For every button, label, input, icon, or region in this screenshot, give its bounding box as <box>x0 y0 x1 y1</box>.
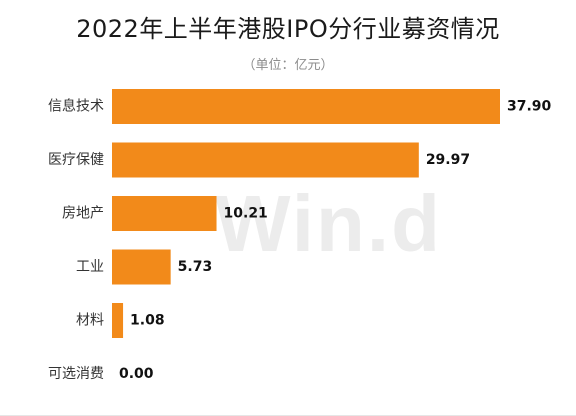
watermark-logo: Win.d <box>215 179 442 268</box>
category-label: 信息技术 <box>48 98 104 115</box>
bar <box>112 196 217 231</box>
value-label: 37.90 <box>507 99 552 115</box>
bar-group: 工业 5.73 <box>76 249 213 285</box>
chart-title: 2022年上半年港股IPO分行业募资情况 <box>76 15 500 43</box>
value-label: 10.21 <box>224 206 268 222</box>
value-label: 1.08 <box>130 313 165 329</box>
category-label: 可选消费 <box>48 366 104 382</box>
category-label: 工业 <box>76 259 104 275</box>
bar-group: 可选消费 0.00 <box>48 366 154 382</box>
value-label: 5.73 <box>178 259 213 275</box>
chart-subtitle: （单位：亿元） <box>242 58 334 73</box>
bar-group: 医疗保健 29.97 <box>48 142 470 178</box>
bar <box>112 89 500 124</box>
category-label: 医疗保健 <box>48 152 104 168</box>
bar-group: 信息技术 37.90 <box>48 89 552 124</box>
value-label: 0.00 <box>119 366 154 382</box>
category-label: 房地产 <box>62 206 104 222</box>
bar-group: 房地产 10.21 <box>62 196 268 231</box>
value-label: 29.97 <box>426 152 470 168</box>
category-label: 材料 <box>76 313 104 329</box>
bar <box>112 303 124 338</box>
bar <box>112 142 419 178</box>
bar-group: 材料 1.08 <box>76 303 165 338</box>
bar <box>112 249 171 285</box>
